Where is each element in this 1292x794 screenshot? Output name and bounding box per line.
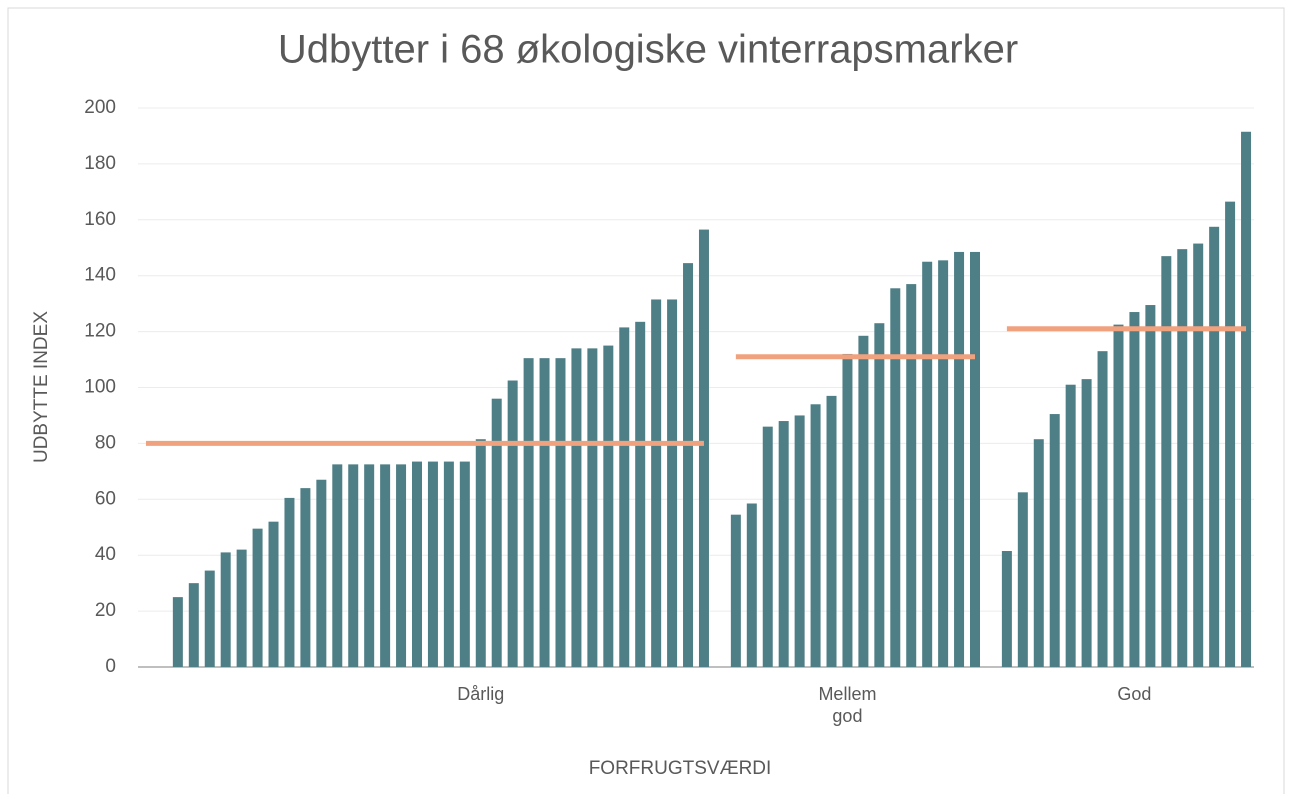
bar	[475, 439, 486, 667]
bar	[1241, 131, 1252, 667]
bar	[268, 521, 279, 667]
y-tick-label: 60	[95, 488, 116, 509]
bar	[1129, 312, 1140, 667]
chart-border	[7, 7, 1285, 794]
bar	[539, 358, 550, 667]
bar	[858, 335, 869, 667]
bar	[842, 353, 853, 667]
y-tick-label: 40	[95, 544, 116, 565]
bar	[412, 461, 422, 667]
bar	[348, 464, 359, 667]
bar	[922, 261, 933, 667]
bar	[1049, 414, 1060, 667]
bar	[443, 461, 454, 667]
bar	[651, 299, 662, 667]
bar	[284, 497, 295, 667]
bar	[890, 288, 901, 667]
bar	[236, 549, 247, 667]
bar	[571, 348, 582, 667]
bar	[507, 380, 518, 667]
bar	[970, 251, 980, 667]
bar	[332, 464, 343, 667]
bar	[1209, 226, 1220, 667]
bar	[619, 327, 630, 667]
bar	[1177, 249, 1188, 667]
bar	[555, 358, 566, 667]
bar	[810, 404, 821, 667]
bar	[491, 398, 502, 667]
bar	[459, 461, 470, 667]
bar	[380, 464, 391, 667]
bar	[220, 552, 231, 667]
bar	[698, 229, 709, 667]
x-axis-title: FORFRUGTSVÆRDI	[589, 758, 772, 779]
bar	[906, 284, 917, 667]
bar	[1033, 439, 1044, 667]
bar	[1001, 551, 1012, 667]
y-tick-label: 140	[84, 265, 116, 286]
bar	[364, 464, 375, 667]
y-tick-label: 0	[105, 656, 116, 677]
y-tick-label: 100	[84, 377, 116, 398]
bar	[746, 503, 757, 667]
bar	[523, 358, 534, 667]
y-tick-label: 20	[95, 600, 116, 621]
bar	[794, 415, 805, 667]
bar	[316, 479, 327, 667]
y-axis-title: UDBYTTE INDEX	[31, 311, 52, 463]
bar	[778, 421, 789, 667]
bar	[683, 263, 694, 667]
bar	[667, 299, 678, 667]
bar	[938, 260, 949, 667]
bar	[427, 461, 438, 667]
y-tick-label: 160	[84, 209, 116, 230]
bar	[1161, 256, 1172, 667]
x-tick-label: Mellem god	[818, 684, 877, 726]
bar	[204, 570, 215, 667]
chart-title: Udbytter i 68 økologiske vinterrapsmarke…	[278, 28, 1018, 72]
bar	[1065, 384, 1076, 667]
bar	[1145, 305, 1156, 667]
bar	[1081, 379, 1092, 667]
bar	[1097, 351, 1108, 667]
bar	[188, 583, 199, 667]
bar	[396, 464, 407, 667]
bar	[874, 323, 885, 667]
x-tick-label: Dårlig	[457, 684, 505, 704]
bar	[730, 514, 741, 667]
y-tick-label: 120	[84, 321, 116, 342]
bar	[172, 597, 183, 667]
bar	[954, 251, 965, 667]
y-tick-label: 180	[84, 153, 116, 174]
bar	[1193, 243, 1204, 667]
bar	[300, 488, 311, 667]
bar	[762, 426, 773, 667]
x-tick-label: God	[1117, 684, 1152, 704]
bar	[603, 345, 614, 667]
y-tick-label: 200	[84, 97, 116, 118]
bar	[1113, 324, 1124, 667]
bar	[252, 528, 263, 667]
bar	[1017, 492, 1028, 667]
y-tick-label: 80	[95, 432, 116, 453]
bar	[587, 348, 598, 667]
bar	[635, 321, 646, 667]
bar	[826, 395, 837, 667]
bar	[1225, 201, 1236, 667]
